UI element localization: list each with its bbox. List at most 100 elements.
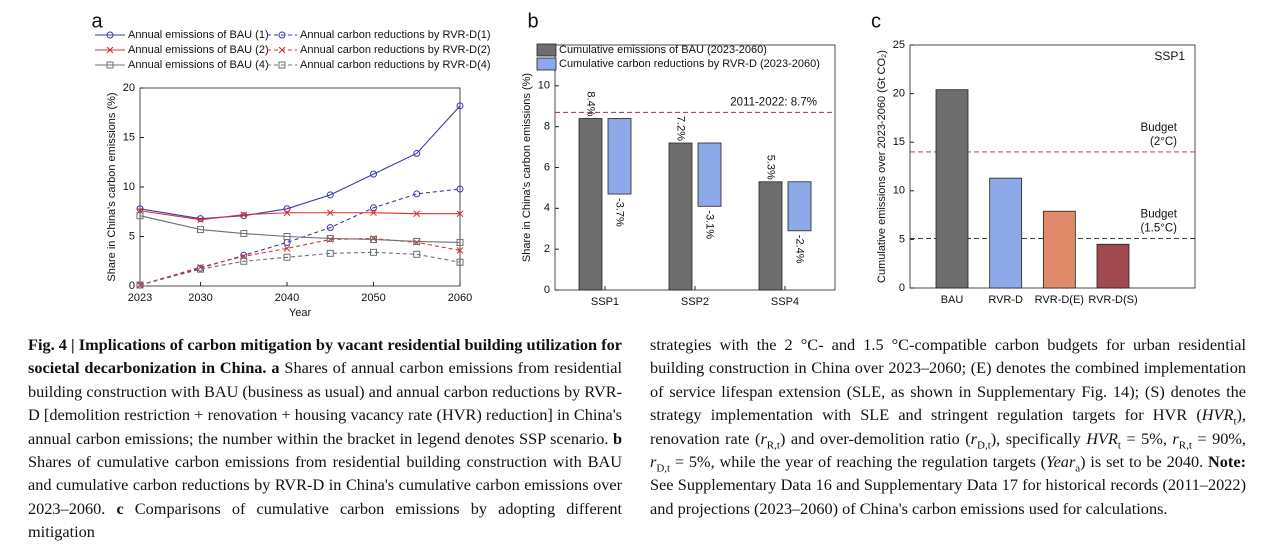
bar [787,181,812,232]
caption-text: b [612,428,622,448]
marker [456,210,464,218]
marker [240,212,248,220]
series-line [139,251,461,286]
marker [370,248,378,256]
caption-text: r [650,452,657,472]
y-tick-label: 10 [123,181,135,193]
y-axis-label: Share in China's carbon emissions (%) [521,73,533,262]
caption-text: ) and over-demolition ratio ( [779,428,971,448]
legend-label: Annual emissions of BAU (1) [128,29,269,41]
caption-text: strategies with the 2 °C- and 1.5 °C-com… [650,335,1246,425]
value-label: 7.2% [675,116,687,141]
y-tick-label: 0 [899,282,905,294]
y-tick-label: 5 [129,230,135,242]
bar [607,118,632,195]
legend-label: Annual carbon reductions by RVR-D(1) [300,29,491,41]
x-tick-label: 2040 [275,292,299,304]
reference-label: Budget [1141,122,1178,134]
caption-text: R,t [766,438,780,451]
value-label: -3.7% [614,198,626,227]
y-tick-label: 6 [544,161,550,173]
marker [456,185,464,193]
value-label: 8.4% [585,91,597,116]
x-tick-label: 2023 [128,292,152,304]
caption-text: D,t [977,438,991,451]
bar [1042,210,1076,289]
x-tick-label: RVR-D [988,294,1023,306]
y-axis-label: Cumulative emissions over 2023-2060 (Gt … [876,50,888,283]
marker [413,237,421,245]
caption-text: r [1172,428,1179,448]
caption-text: r [760,428,767,448]
marker [136,281,144,289]
marker [197,265,205,273]
bar [697,142,722,207]
reference-label: (1.5°C) [1140,222,1177,234]
marker [326,224,334,232]
marker [283,253,291,261]
marker [197,226,205,234]
series-line [139,210,460,221]
bar [668,142,693,291]
marker [326,249,334,257]
caption-text: t [1117,438,1121,451]
marker [136,205,144,213]
caption-text: ) is set to be 2040. [1080,452,1209,472]
value-label: -2.4% [794,235,806,264]
marker [240,230,248,238]
caption-text: = 5%, [1120,428,1173,448]
legend-label: Annual emissions of BAU (4) [128,59,269,71]
marker [370,209,377,217]
x-tick-label: RVR-D(S) [1088,294,1137,306]
y-tick-label: 5 [899,233,905,245]
x-tick-label: 2050 [361,292,385,304]
annotation: SSP1 [1154,49,1185,63]
marker [326,234,334,242]
caption-text: a [271,358,280,378]
x-tick-label: SSP1 [591,296,619,308]
marker [456,247,464,254]
marker [413,250,421,258]
x-axis-label: Year [289,307,312,319]
marker [136,212,144,220]
marker [240,211,248,219]
y-tick-label: 4 [544,202,550,214]
marker [283,238,291,246]
legend-swatch [536,57,557,71]
marker [370,204,378,212]
y-axis-label: Share in China's carbon emissions (%) [106,92,118,281]
y-tick-label: 8 [544,121,550,133]
caption-text: HVR [1086,428,1118,448]
marker [370,235,378,243]
x-tick-label: BAU [941,294,964,306]
reference-label: Budget [1141,208,1178,220]
caption-text: R,t [1178,438,1192,451]
marker [106,31,114,39]
x-tick-label: RVR-D(E) [1035,294,1084,306]
x-tick-label: SSP2 [681,296,709,308]
caption-text: a [1075,462,1081,475]
caption-text: Note: [1208,452,1246,472]
caption-text: Shares of cumulative carbon emissions fr… [28,452,622,518]
y-tick-label: 10 [893,185,905,197]
caption-text: c [116,498,124,518]
caption-text: Fig. 4 | Implications of carbon mitigati… [28,335,622,378]
marker [106,61,114,69]
caption-column: Fig. 4 | Implications of carbon mitigati… [28,333,622,544]
caption-text: HVR [1201,405,1234,425]
legend-label: Annual carbon reductions by RVR-D(4) [300,59,491,71]
bar [578,118,603,291]
marker [413,190,421,198]
y-tick-label: 15 [123,131,135,143]
x-tick-label: SSP4 [771,296,799,308]
y-tick-label: 20 [893,88,905,100]
caption-text: t [1233,415,1237,428]
y-tick-label: 20 [123,82,135,94]
marker [278,61,286,69]
y-tick-label: 0 [129,280,135,292]
panel-label: b [527,10,538,32]
y-tick-label: 2 [544,243,550,255]
series-line [139,105,461,220]
series-line [139,188,461,286]
